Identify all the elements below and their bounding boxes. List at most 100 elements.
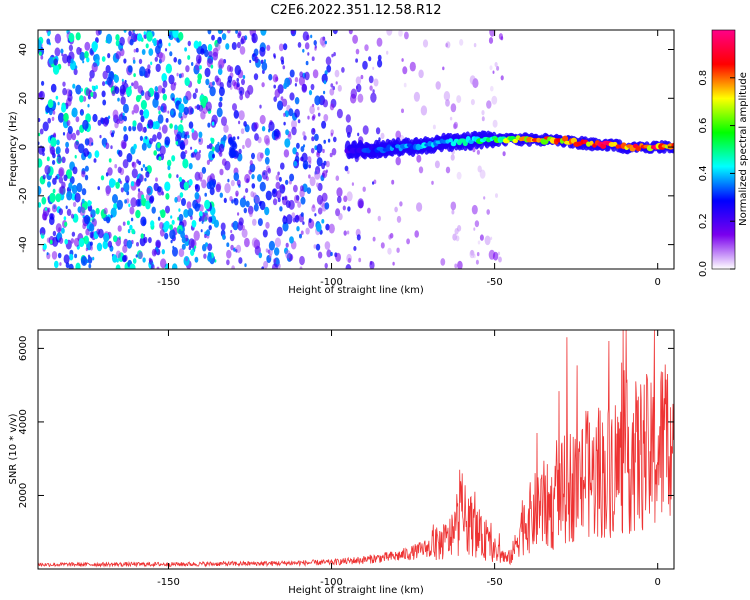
noise-cell xyxy=(130,217,134,222)
noise-cell xyxy=(156,266,160,269)
noise-cell xyxy=(185,65,190,73)
noise-cell xyxy=(317,106,320,111)
noise-cell xyxy=(362,60,368,70)
noise-cell xyxy=(95,207,100,215)
noise-cell xyxy=(210,64,214,69)
noise-cell xyxy=(38,145,44,155)
noise-cell xyxy=(251,33,258,44)
noise-cell xyxy=(372,236,376,242)
noise-cell xyxy=(102,240,109,250)
noise-cell xyxy=(201,166,207,174)
noise-cell xyxy=(278,176,282,182)
noise-cell xyxy=(91,62,98,73)
noise-cell xyxy=(316,222,322,232)
noise-cell xyxy=(206,98,209,102)
noise-cell xyxy=(191,128,195,133)
noise-cell xyxy=(285,129,289,136)
noise-cell xyxy=(300,196,306,205)
noise-cell xyxy=(219,168,224,176)
noise-cell xyxy=(431,180,434,185)
trace-cell xyxy=(562,135,569,142)
noise-cell xyxy=(73,68,78,76)
noise-cell xyxy=(137,33,143,42)
noise-cell xyxy=(454,228,459,235)
noise-cell xyxy=(286,214,293,225)
noise-cell xyxy=(330,251,333,257)
noise-cell xyxy=(409,61,416,72)
noise-cell xyxy=(84,41,91,51)
noise-cell xyxy=(185,90,192,101)
noise-cell xyxy=(492,119,498,128)
noise-cell xyxy=(181,198,186,206)
noise-cell xyxy=(61,104,67,113)
noise-cell xyxy=(362,186,366,192)
noise-cell xyxy=(71,107,78,118)
noise-cell xyxy=(184,77,190,86)
noise-cell xyxy=(157,216,161,221)
noise-cell xyxy=(44,207,48,211)
noise-cell xyxy=(38,202,42,208)
noise-cell xyxy=(211,121,215,126)
noise-cell xyxy=(356,234,361,241)
noise-cell xyxy=(129,263,136,269)
noise-cell xyxy=(205,229,211,237)
noise-cell xyxy=(61,227,65,234)
noise-cell xyxy=(154,91,160,101)
noise-cell xyxy=(273,55,276,59)
noise-cell xyxy=(217,30,223,35)
noise-cell xyxy=(489,65,493,71)
noise-cell xyxy=(222,234,226,241)
noise-cell xyxy=(170,82,176,91)
noise-cell xyxy=(240,128,245,135)
noise-cell xyxy=(195,62,201,71)
noise-cell xyxy=(176,38,180,43)
noise-cell xyxy=(103,232,110,243)
noise-cell xyxy=(108,158,112,163)
noise-cell xyxy=(49,146,56,155)
noise-cell xyxy=(68,32,75,43)
noise-cell xyxy=(203,212,209,221)
noise-cell xyxy=(141,194,145,200)
noise-cell xyxy=(261,126,266,132)
noise-cell xyxy=(253,203,259,212)
noise-cell xyxy=(84,127,87,132)
noise-cell xyxy=(370,92,377,103)
noise-cell xyxy=(138,58,143,65)
noise-cell xyxy=(41,196,47,205)
noise-cell xyxy=(102,70,108,80)
noise-cell xyxy=(66,88,71,97)
noise-cell xyxy=(116,199,124,210)
noise-cell xyxy=(322,148,325,154)
noise-cell xyxy=(175,141,179,145)
noise-cell xyxy=(128,125,132,132)
noise-cell xyxy=(161,124,168,134)
noise-cell xyxy=(52,110,56,115)
noise-cell xyxy=(84,51,89,59)
noise-cell xyxy=(140,167,143,172)
noise-cell xyxy=(245,200,250,208)
noise-cell xyxy=(144,177,147,182)
noise-cell xyxy=(348,30,353,35)
noise-cell xyxy=(52,177,57,185)
noise-cell xyxy=(295,214,300,220)
noise-cell xyxy=(456,171,462,180)
noise-cell xyxy=(323,139,327,144)
noise-cell xyxy=(145,43,149,49)
noise-cell xyxy=(122,255,127,263)
noise-cell xyxy=(88,263,92,269)
noise-cell xyxy=(345,114,351,123)
trace-cell xyxy=(600,143,607,149)
noise-cell xyxy=(302,31,309,41)
noise-cell xyxy=(47,196,50,200)
noise-cell xyxy=(161,191,164,196)
noise-cell xyxy=(317,112,321,117)
noise-cell xyxy=(326,249,332,258)
noise-cell xyxy=(52,64,60,75)
noise-cell xyxy=(146,187,151,195)
noise-cell xyxy=(284,138,291,148)
noise-cell xyxy=(298,76,305,86)
noise-cell xyxy=(53,58,58,66)
noise-cell xyxy=(490,236,493,240)
noise-cell xyxy=(200,48,205,55)
noise-cell xyxy=(154,56,158,62)
